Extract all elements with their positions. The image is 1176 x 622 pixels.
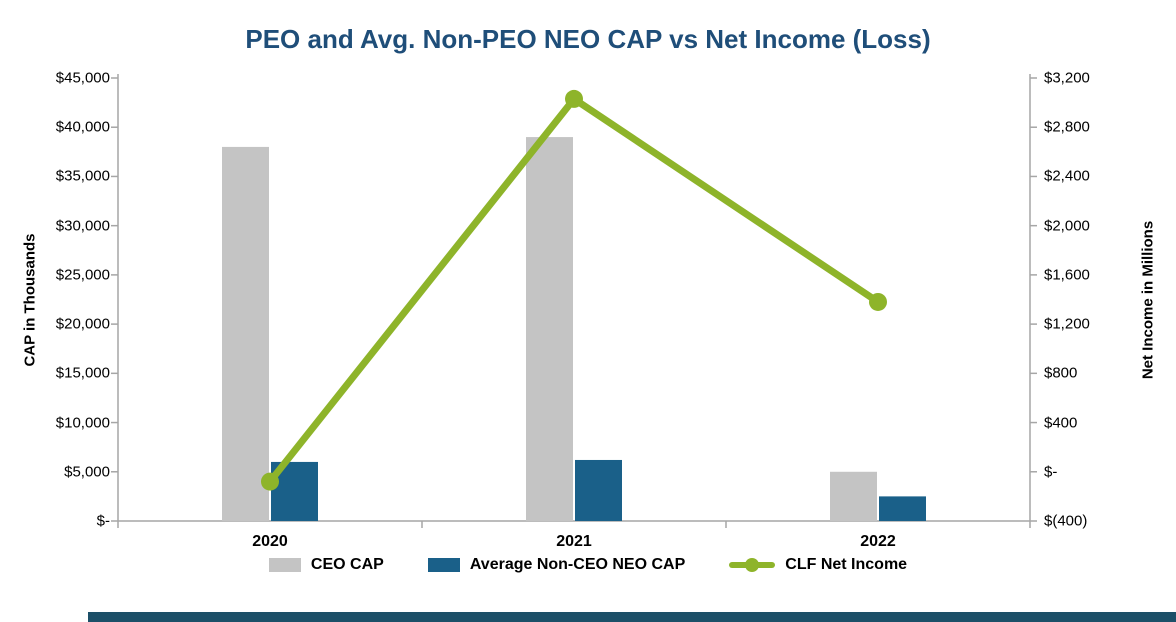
- x-axis-category-label: 2020: [252, 533, 288, 550]
- net-income-marker: [565, 89, 583, 108]
- legend-item-2: CLF Net Income: [729, 556, 907, 574]
- left-axis-tick-label: $40,000: [55, 118, 110, 136]
- footer-accent-bar: [88, 612, 1176, 622]
- chart-legend: CEO CAP Average Non-CEO NEO CAP CLF Net In…: [0, 556, 1176, 574]
- right-axis-tick-label: $800: [1044, 364, 1078, 382]
- left-axis-tick-label: $15,000: [55, 364, 110, 382]
- legend-line-swatch: [729, 556, 776, 574]
- bar-ceo-cap: [222, 146, 269, 521]
- left-axis-tick-label: $-: [96, 512, 110, 530]
- right-axis-tick-label: $2,000: [1044, 217, 1090, 235]
- x-axis-category-label: 2022: [860, 533, 896, 550]
- right-axis-tick-label: $3,200: [1044, 69, 1090, 87]
- legend-label: Average Non-CEO NEO CAP: [469, 556, 686, 573]
- right-axis-tick-label: $1,600: [1044, 266, 1090, 284]
- left-axis-tick-label: $30,000: [55, 217, 110, 235]
- right-axis-tick-label: $2,400: [1044, 167, 1090, 185]
- right-axis-tick-label: $400: [1044, 414, 1078, 432]
- legend-bar-swatch: [427, 558, 460, 572]
- net-income-marker: [869, 292, 887, 311]
- legend-line-marker: [745, 558, 760, 572]
- bar-avg-neo-cap: [575, 459, 622, 521]
- left-axis-tick-label: $25,000: [55, 266, 110, 284]
- left-axis-tick-label: $35,000: [55, 167, 110, 185]
- legend-item-0: CEO CAP: [268, 556, 384, 574]
- left-axis-tick-label: $10,000: [55, 414, 110, 432]
- right-axis-tick-label: $1,200: [1044, 315, 1090, 333]
- bar-avg-neo-cap: [879, 496, 926, 521]
- right-axis-title: Net Income in Millions: [1139, 220, 1157, 380]
- legend-bar-swatch: [268, 558, 301, 572]
- right-axis-tick-label: $(400): [1044, 512, 1088, 530]
- right-axis-tick-label: $2,800: [1044, 118, 1090, 136]
- left-axis-tick-label: $45,000: [55, 69, 110, 87]
- net-income-marker: [261, 472, 279, 491]
- bar-ceo-cap: [526, 137, 573, 522]
- legend-label: CLF Net Income: [785, 556, 908, 573]
- legend-label: CEO CAP: [310, 556, 384, 573]
- chart-title: PEO and Avg. Non-PEO NEO CAP vs Net Inco…: [245, 24, 931, 54]
- bar-ceo-cap: [830, 471, 877, 521]
- right-axis-tick-label: $-: [1044, 463, 1058, 481]
- left-axis-title: CAP in Thousands: [21, 233, 39, 367]
- left-axis-tick-label: $20,000: [55, 315, 110, 333]
- net-income-line: [266, 95, 882, 486]
- legend-item-1: Average Non-CEO NEO CAP: [427, 556, 686, 574]
- left-axis-tick-label: $5,000: [64, 463, 110, 481]
- x-axis-category-label: 2021: [556, 533, 592, 550]
